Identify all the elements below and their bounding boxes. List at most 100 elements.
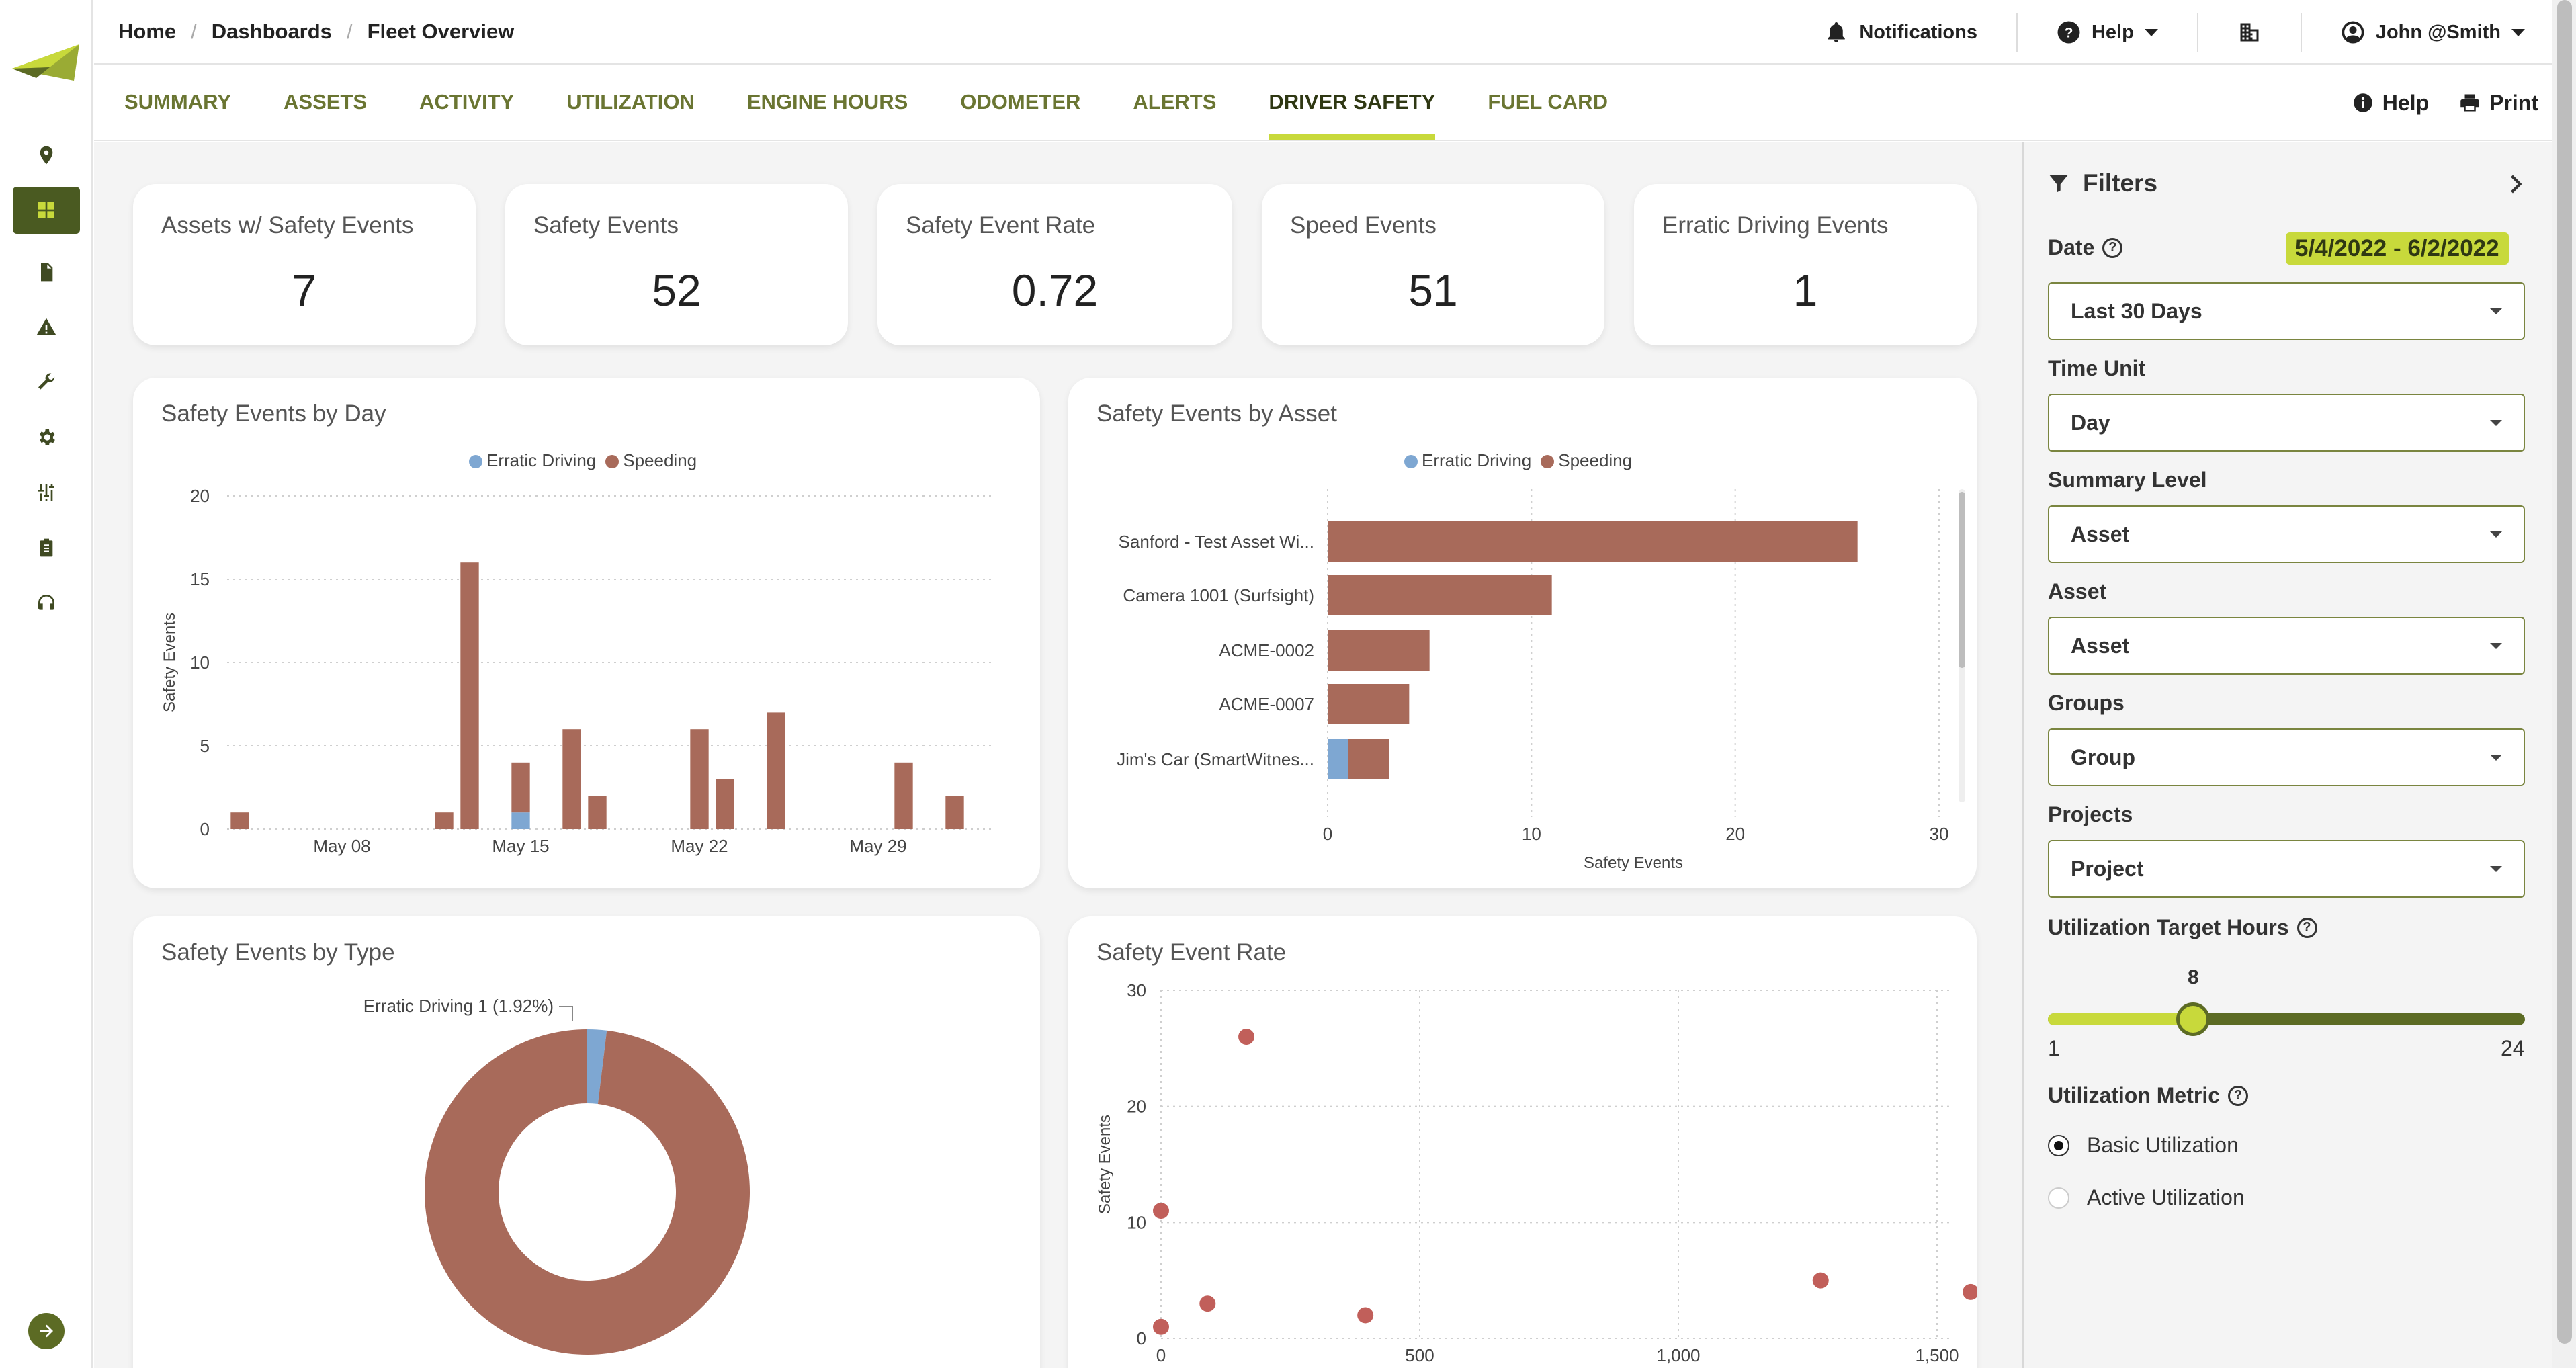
print-button[interactable]: Print [2460,91,2538,116]
chart-legend: Erratic Driving Speeding [1404,450,1632,471]
nav-wrench[interactable] [13,359,80,406]
nav-document[interactable] [13,249,80,296]
dashboard-tabs: SUMMARY ASSETS ACTIVITY UTILIZATION ENGINE H… [94,65,2552,141]
breadcrumb-dashboards[interactable]: Dashboards [211,19,332,43]
nav-settings[interactable] [13,414,80,461]
tab-activity[interactable]: ACTIVITY [419,90,515,114]
user-menu-button[interactable]: John @Smith [2302,0,2552,65]
chevron-down-icon [2490,531,2502,538]
scatter-point [1199,1295,1216,1312]
projects-label: Projects [2048,802,2133,826]
notifications-button[interactable]: Notifications [1785,0,2016,65]
asset-value: Asset [2071,633,2130,658]
date-label: Date [2048,235,2095,259]
tab-summary[interactable]: SUMMARY [124,90,232,114]
tab-assets[interactable]: ASSETS [284,90,368,114]
target-hours-label-row: Utilization Target Hours ? [2048,915,2317,940]
time-unit-value: Day [2071,410,2110,435]
kpi-card-erratic-events: Erratic Driving Events 1 [1634,184,1977,345]
page-help-label: Help [2382,90,2430,115]
legend-speeding[interactable]: Speeding [605,450,697,471]
nav-clipboard[interactable] [13,524,80,571]
x-tick-label: 500 [1405,1345,1434,1365]
clipboard-icon [40,538,53,557]
radio-circle[interactable] [2048,1134,2069,1156]
kpi-label: Speed Events [1290,212,1436,239]
tab-driver-safety[interactable]: DRIVER SAFETY [1242,65,1461,140]
nav-location[interactable] [13,132,80,179]
bar-erratic [1328,739,1348,779]
summary-level-select[interactable]: Asset [2048,505,2525,563]
radio-active-utilization[interactable]: Active Utilization [2048,1185,2245,1210]
date-label-row: Date ? [2048,235,2123,260]
projects-select[interactable]: Project [2048,840,2525,898]
y-tick-label: 5 [200,736,210,756]
chart-title: Safety Event Rate [1097,939,1287,966]
y-axis-label: Safety Events [161,613,179,712]
tab-odometer[interactable]: ODOMETER [960,90,1081,114]
chevron-down-icon [2490,419,2502,426]
slider-min-label: 1 [2048,1036,2060,1060]
kpi-card-event-rate: Safety Event Rate 0.72 [877,184,1232,345]
legend-erratic[interactable]: Erratic Driving [469,450,596,471]
groups-select[interactable]: Group [2048,728,2525,786]
brand-logo[interactable] [9,40,83,87]
summary-level-value: Asset [2071,521,2130,546]
x-tick-label: 20 [1725,824,1745,844]
page-scrollbar[interactable] [2552,0,2576,1368]
slider-handle[interactable] [2176,1002,2210,1036]
bar-speeding [894,762,913,829]
help-icon[interactable]: ? [2102,237,2123,258]
slider-value: 8 [2188,966,2199,988]
organization-button[interactable] [2198,0,2301,65]
chart-by-asset[interactable]: 0 10 20 30 Sanford - Test Asset Wi... Camera … [1068,378,1977,888]
chevron-down-icon [2490,865,2502,872]
asset-select[interactable]: Asset [2048,617,2525,675]
target-hours-slider[interactable] [2048,1002,2525,1036]
building-icon [2240,23,2259,42]
asset-label: Asset [2048,579,2107,603]
nav-headset[interactable] [13,579,80,626]
tab-engine-hours[interactable]: ENGINE HOURS [746,90,908,114]
chart-card-event-rate: Safety Event Rate 0 10 20 30 0 500 1,000 1,500 S… [1068,916,1977,1368]
bar-speeding [1328,684,1410,724]
chart-by-type[interactable]: Erratic Driving 1 (1.92%) [133,916,1040,1368]
nav-warning[interactable] [13,304,80,351]
chart-event-rate[interactable]: 0 10 20 30 0 500 1,000 1,500 Safety Events [1068,916,1977,1368]
tab-fuel-card[interactable]: FUEL CARD [1488,90,1608,114]
y-tick-label: 15 [190,569,210,589]
y-tick-label: 10 [1127,1212,1146,1232]
radio-circle[interactable] [2048,1187,2069,1209]
chevron-right-icon[interactable] [2505,172,2529,196]
scrollbar-thumb[interactable] [2557,0,2572,1344]
nav-dashboard[interactable] [13,187,80,234]
printer-icon [2460,94,2479,112]
bar-speeding [1348,739,1389,779]
time-unit-select[interactable]: Day [2048,394,2525,452]
expand-nav-button[interactable] [28,1313,65,1349]
top-bar: Home / Dashboards / Fleet Overview Notif… [94,0,2552,65]
nav-sliders[interactable] [13,469,80,516]
page-help-button[interactable]: Help [2353,91,2429,116]
breadcrumb-current: Fleet Overview [367,19,515,43]
help-menu-button[interactable]: ? Help [2018,0,2197,65]
tab-utilization[interactable]: UTILIZATION [566,90,695,114]
chart-card-by-day: Safety Events by Day Erratic Driving Spe… [133,378,1040,888]
help-icon[interactable]: ? [2228,1085,2249,1106]
y-tick-label: 0 [200,819,210,839]
divider [2300,13,2302,52]
radio-basic-utilization[interactable]: Basic Utilization [2048,1133,2239,1158]
y-tick-label: ACME-0007 [1219,694,1314,714]
chevron-down-icon [2144,28,2158,36]
help-icon[interactable]: ? [2296,917,2317,938]
x-tick-label: 30 [1930,824,1949,844]
legend-speeding[interactable]: Speeding [1541,450,1632,471]
slider-fill [2048,1013,2194,1025]
legend-erratic[interactable]: Erratic Driving [1404,450,1531,471]
date-select[interactable]: Last 30 Days [2048,282,2525,340]
breadcrumb: Home / Dashboards / Fleet Overview [118,19,514,44]
tab-alerts[interactable]: ALERTS [1133,90,1217,114]
breadcrumb-home[interactable]: Home [118,19,177,43]
breadcrumb-separator: / [346,19,353,43]
